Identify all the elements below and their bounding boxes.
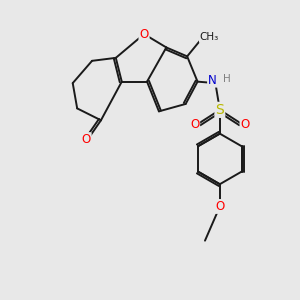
Text: O: O: [82, 133, 91, 146]
Text: O: O: [190, 118, 199, 131]
Text: H: H: [223, 74, 231, 84]
Text: N: N: [208, 74, 217, 87]
Text: O: O: [215, 200, 224, 213]
Text: S: S: [215, 103, 224, 117]
Text: CH₃: CH₃: [200, 32, 219, 42]
Text: O: O: [140, 28, 149, 40]
Text: O: O: [241, 118, 250, 131]
